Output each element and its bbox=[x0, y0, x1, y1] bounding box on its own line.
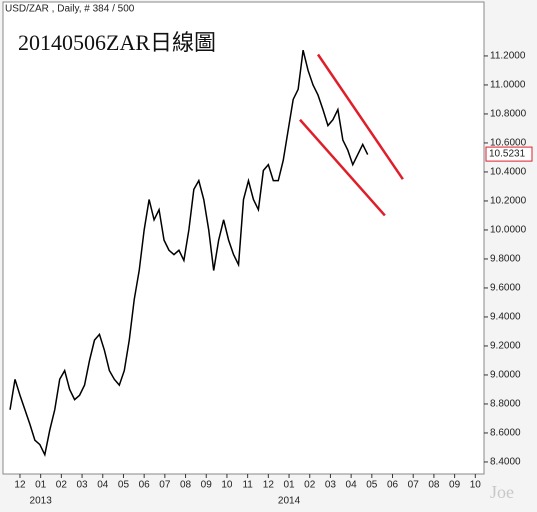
x-tick-label: 09 bbox=[449, 480, 461, 491]
trend-line bbox=[316, 53, 404, 180]
x-tick-label: 09 bbox=[201, 480, 213, 491]
x-tick-label: 12 bbox=[14, 480, 26, 491]
last-price-label: 10.5231 bbox=[489, 149, 526, 160]
x-tick-label: 08 bbox=[428, 480, 440, 491]
y-tick-label: 11.2000 bbox=[490, 51, 526, 62]
year-label: 2013 bbox=[30, 496, 53, 507]
y-tick-label: 10.0000 bbox=[490, 225, 527, 236]
x-tick-label: 06 bbox=[139, 480, 151, 491]
x-tick-label: 04 bbox=[97, 480, 109, 491]
chart-title: 20140506ZAR日線圖 bbox=[18, 30, 216, 55]
y-tick-label: 9.4000 bbox=[490, 312, 521, 323]
x-tick-label: 07 bbox=[408, 480, 420, 491]
x-tick-label: 03 bbox=[325, 480, 337, 491]
y-tick-label: 11.0000 bbox=[490, 80, 526, 91]
y-tick-label: 9.2000 bbox=[490, 341, 521, 352]
x-tick-label: 10 bbox=[221, 480, 233, 491]
x-tick-label: 06 bbox=[387, 480, 399, 491]
year-label: 2014 bbox=[278, 496, 301, 507]
y-tick-label: 10.4000 bbox=[490, 167, 527, 178]
x-tick-label: 02 bbox=[56, 480, 68, 491]
x-tick-label: 11 bbox=[242, 480, 253, 491]
x-tick-label: 07 bbox=[159, 480, 171, 491]
x-tick-label: 12 bbox=[263, 480, 275, 491]
y-tick-label: 8.8000 bbox=[490, 399, 521, 410]
x-tick-label: 01 bbox=[283, 480, 295, 491]
x-tick-label: 10 bbox=[470, 480, 482, 491]
plot-frame bbox=[2, 1, 485, 475]
x-tick-label: 08 bbox=[180, 480, 192, 491]
x-tick-label: 03 bbox=[77, 480, 89, 491]
y-tick-label: 8.4000 bbox=[490, 457, 521, 468]
y-tick-label: 10.6000 bbox=[490, 138, 527, 149]
trend-line bbox=[299, 118, 386, 217]
x-tick-label: 04 bbox=[346, 480, 358, 491]
y-tick-label: 9.8000 bbox=[490, 254, 521, 265]
x-tick-label: 05 bbox=[366, 480, 378, 491]
watermark: Joe bbox=[490, 482, 514, 502]
y-tick-label: 9.0000 bbox=[490, 370, 521, 381]
header: USD/ZAR , Daily, # 384 / 500 bbox=[5, 4, 135, 15]
x-tick-label: 05 bbox=[118, 480, 130, 491]
y-tick-label: 10.8000 bbox=[490, 109, 527, 120]
y-tick-label: 10.2000 bbox=[490, 196, 527, 207]
x-tick-label: 02 bbox=[304, 480, 316, 491]
y-tick-label: 8.6000 bbox=[490, 428, 521, 439]
price-line bbox=[9, 49, 369, 458]
last-price-box bbox=[485, 146, 533, 162]
y-tick-label: 9.6000 bbox=[490, 283, 521, 294]
x-tick-label: 01 bbox=[35, 480, 47, 491]
